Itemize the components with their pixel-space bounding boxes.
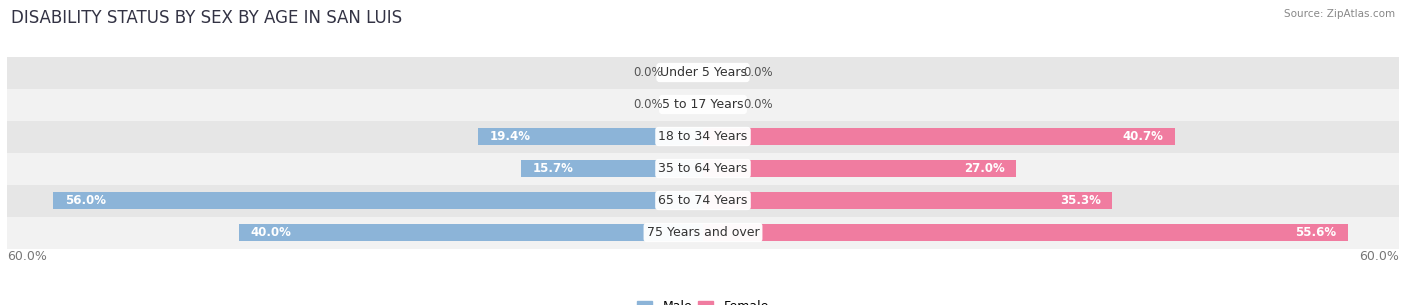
Text: Source: ZipAtlas.com: Source: ZipAtlas.com <box>1284 9 1395 19</box>
Bar <box>703 224 1348 241</box>
Text: Under 5 Years: Under 5 Years <box>659 66 747 79</box>
Legend: Male, Female: Male, Female <box>633 295 773 305</box>
Text: 40.7%: 40.7% <box>1122 130 1164 143</box>
Bar <box>478 128 703 145</box>
Bar <box>703 192 1112 209</box>
Bar <box>703 128 1175 145</box>
Bar <box>703 160 1017 177</box>
Bar <box>7 217 1399 249</box>
Bar <box>7 152 1399 185</box>
Text: 60.0%: 60.0% <box>7 250 46 263</box>
Text: 18 to 34 Years: 18 to 34 Years <box>658 130 748 143</box>
Text: 0.0%: 0.0% <box>633 66 662 79</box>
Bar <box>53 192 703 209</box>
Text: 56.0%: 56.0% <box>65 194 105 207</box>
Text: 35 to 64 Years: 35 to 64 Years <box>658 162 748 175</box>
Text: 0.0%: 0.0% <box>744 66 773 79</box>
Text: 27.0%: 27.0% <box>965 162 1004 175</box>
Text: 75 Years and over: 75 Years and over <box>647 226 759 239</box>
Bar <box>7 56 1399 88</box>
Text: 0.0%: 0.0% <box>744 98 773 111</box>
Bar <box>520 160 703 177</box>
Text: 40.0%: 40.0% <box>250 226 291 239</box>
Text: DISABILITY STATUS BY SEX BY AGE IN SAN LUIS: DISABILITY STATUS BY SEX BY AGE IN SAN L… <box>11 9 402 27</box>
Text: 65 to 74 Years: 65 to 74 Years <box>658 194 748 207</box>
Text: 5 to 17 Years: 5 to 17 Years <box>662 98 744 111</box>
Text: 19.4%: 19.4% <box>489 130 530 143</box>
Text: 55.6%: 55.6% <box>1295 226 1336 239</box>
Text: 35.3%: 35.3% <box>1060 194 1101 207</box>
Text: 0.0%: 0.0% <box>633 98 662 111</box>
Bar <box>7 120 1399 152</box>
Bar <box>7 185 1399 217</box>
Text: 15.7%: 15.7% <box>533 162 574 175</box>
Text: 60.0%: 60.0% <box>1360 250 1399 263</box>
Bar <box>239 224 703 241</box>
Bar <box>7 88 1399 120</box>
